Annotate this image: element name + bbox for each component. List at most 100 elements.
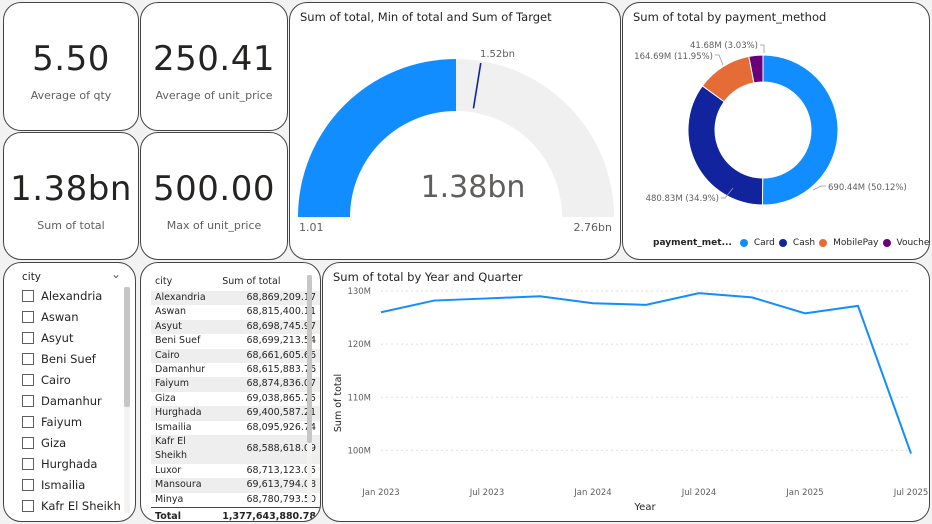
slice-label-card: 690.44M (50.12%): [828, 183, 907, 193]
kpi-card-avg-qty[interactable]: 5.50 Average of qty: [3, 2, 139, 131]
slicer-item[interactable]: Giza: [22, 434, 66, 452]
table-row[interactable]: Ismailia 68,095,926.74: [151, 421, 320, 435]
legend-dot-card: [739, 239, 748, 247]
series-line[interactable]: [380, 292, 912, 454]
table-row[interactable]: Minya 68,780,793.50: [151, 493, 320, 508]
cell-city: Alexandria: [151, 291, 219, 306]
leader-line-card: [812, 185, 826, 191]
column-header-city[interactable]: city: [155, 275, 173, 287]
cell-value: 68,780,793.50: [246, 493, 316, 505]
checkbox[interactable]: [22, 374, 34, 386]
table-row[interactable]: Cairo 68,661,605.66: [151, 348, 320, 364]
kpi-label: Max of unit_price: [166, 219, 262, 232]
slicer-item[interactable]: Kafr El Sheikh: [22, 497, 121, 515]
slice-label-voucher: 41.68M (3.03%): [690, 41, 758, 51]
slicer-item[interactable]: Damanhur: [22, 392, 102, 410]
kpi-value: 250.41: [153, 39, 275, 79]
slicer-item[interactable]: Faiyum: [22, 413, 82, 431]
gauge-card[interactable]: Sum of total, Min of total and Sum of Ta…: [289, 2, 621, 260]
legend-dot-cash: [778, 239, 787, 247]
gauge-max-label: 2.76bn: [574, 221, 612, 234]
x-tick-label: Jul 2025: [893, 488, 929, 498]
kpi-card-avg-unit-price[interactable]: 250.41 Average of unit_price: [140, 2, 288, 131]
table-row[interactable]: Giza 69,038,865.75: [151, 392, 320, 406]
checkbox[interactable]: [22, 500, 34, 512]
table-scroll-thumb[interactable]: [307, 275, 312, 443]
checkbox[interactable]: [22, 290, 34, 302]
table-row[interactable]: Kafr El Sheikh 68,588,618.09: [151, 435, 320, 464]
y-tick-label: 120M: [347, 340, 371, 350]
legend-title: payment_met...: [653, 238, 732, 248]
cell-value: 69,400,587.21: [218, 406, 320, 421]
checkbox[interactable]: [22, 311, 34, 323]
x-tick-label: Jul 2023: [469, 488, 505, 498]
kpi-card-sum-total[interactable]: 1.38bn Sum of total: [3, 132, 139, 260]
checkbox[interactable]: [22, 479, 34, 491]
checkbox[interactable]: [22, 458, 34, 470]
kpi-value: 5.50: [32, 39, 110, 79]
table-row[interactable]: Luxor 68,713,123.05: [151, 464, 320, 478]
kpi-card-max-unit-price[interactable]: 500.00 Max of unit_price: [140, 132, 288, 260]
donut-card[interactable]: Sum of total by payment_method 690.44M (…: [622, 2, 930, 260]
checkbox[interactable]: [22, 353, 34, 365]
slicer-item-label: Asyut: [41, 331, 74, 345]
slicer-scrollbar[interactable]: [124, 287, 130, 513]
legend-cash[interactable]: Cash: [792, 238, 816, 248]
donut-legend: payment_met... Card Cash MobilePay Vouch…: [653, 238, 930, 248]
x-tick-label: Jan 2024: [573, 488, 611, 498]
city-table[interactable]: city Sum of total Alexandria 68,869,209.1…: [140, 262, 321, 522]
cell-value: 68,699,213.54: [246, 335, 316, 347]
city-slicer[interactable]: city ⌄ Alexandria Aswan Asyut Beni Suef …: [3, 262, 136, 522]
donut-slice-cash[interactable]: [687, 85, 764, 206]
slicer-item[interactable]: Asyut: [22, 329, 73, 347]
table-row[interactable]: Alexandria 68,869,209.17: [151, 291, 320, 306]
table-row[interactable]: Faiyum 68,874,836.07: [151, 377, 320, 392]
column-header-sum-total[interactable]: Sum of total: [222, 275, 281, 287]
kpi-label: Average of qty: [30, 89, 112, 102]
slicer-item[interactable]: Beni Suef: [22, 350, 96, 368]
chevron-down-icon[interactable]: ⌄: [110, 267, 121, 281]
legend-dot-voucher: [882, 239, 891, 247]
cell-city: Damanhur: [155, 364, 206, 376]
table-row[interactable]: Hurghada 69,400,587.21: [151, 406, 320, 421]
kpi-label: Sum of total: [37, 219, 105, 232]
legend-voucher[interactable]: Voucher: [896, 238, 930, 248]
table-row[interactable]: Beni Suef 68,699,213.54: [151, 334, 320, 348]
cell-value: 68,713,123.05: [246, 464, 316, 476]
donut-slice-card[interactable]: [761, 54, 839, 206]
slicer-item-label: Alexandria: [41, 289, 103, 303]
donut-slice-voucher[interactable]: [748, 54, 764, 84]
cell-value: 69,038,865.75: [246, 392, 316, 404]
checkbox[interactable]: [22, 332, 34, 344]
table-row[interactable]: Aswan 68,815,400.11: [151, 305, 320, 319]
slicer-item[interactable]: Ismailia: [22, 476, 85, 494]
kpi-value: 500.00: [153, 169, 275, 209]
slicer-scroll-thumb[interactable]: [124, 287, 130, 407]
checkbox[interactable]: [22, 395, 34, 407]
cell-city: Giza: [155, 392, 176, 404]
table-scrollbar[interactable]: [307, 275, 312, 503]
cell-city: Ismailia: [155, 421, 192, 433]
slicer-item[interactable]: Alexandria: [22, 287, 102, 305]
donut-title: Sum of total by payment_method: [633, 10, 827, 24]
slicer-item[interactable]: Aswan: [22, 308, 79, 326]
checkbox[interactable]: [22, 437, 34, 449]
checkbox[interactable]: [22, 416, 34, 428]
table-row[interactable]: Mansoura 69,613,794.08: [151, 478, 320, 493]
cell-value: 68,698,745.97: [218, 319, 320, 335]
cell-city: Cairo: [151, 348, 219, 364]
table-row[interactable]: Damanhur 68,615,883.76: [151, 363, 320, 377]
gauge-svg: 1.38bn 1.01 2.76bn 1.52bn: [298, 49, 614, 234]
total-value: 1,377,643,880.78: [218, 507, 320, 521]
table-row[interactable]: Asyut 68,698,745.97: [151, 319, 320, 335]
x-tick-label: Jul 2024: [681, 488, 717, 498]
gauge-fill: [298, 59, 456, 217]
slicer-item-label: Ismailia: [41, 478, 86, 492]
slicer-item[interactable]: Hurghada: [22, 455, 97, 473]
slicer-item[interactable]: Cairo: [22, 371, 71, 389]
table-header: city Sum of total: [151, 271, 320, 291]
slicer-item-label: Hurghada: [41, 457, 98, 471]
legend-mobilepay[interactable]: MobilePay: [833, 238, 879, 248]
line-chart-card[interactable]: Sum of total by Year and Quarter 100M 110…: [322, 262, 930, 522]
legend-card[interactable]: Card: [753, 238, 775, 248]
